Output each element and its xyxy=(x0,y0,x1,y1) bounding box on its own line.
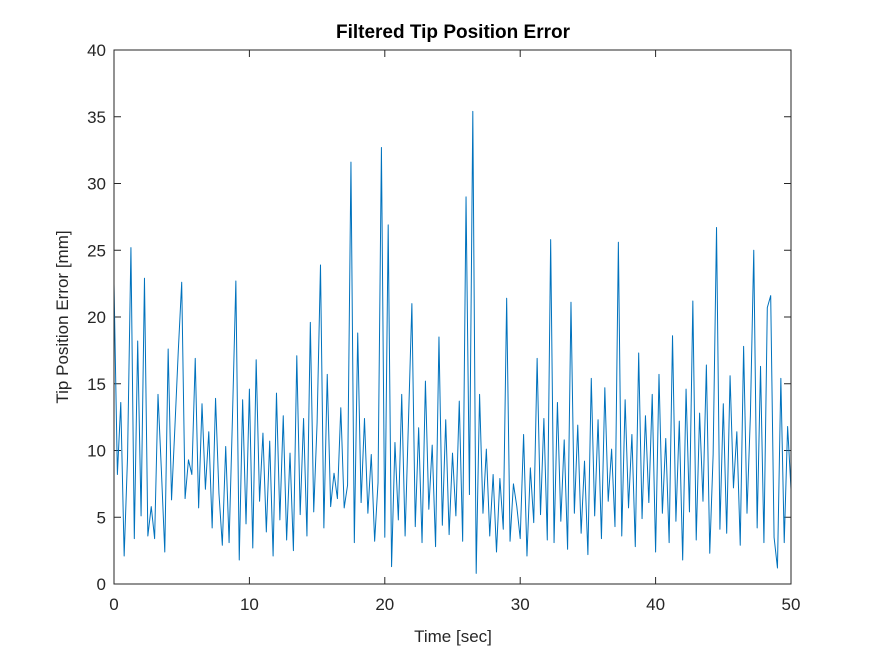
x-tick-label: 10 xyxy=(240,595,259,614)
y-tick-label: 10 xyxy=(87,442,106,461)
plot-frame xyxy=(113,49,792,585)
x-tick-label: 20 xyxy=(375,595,394,614)
data-line xyxy=(113,110,792,574)
y-tick-label: 40 xyxy=(87,41,106,60)
y-tick-label: 20 xyxy=(87,308,106,327)
x-tick-label: 50 xyxy=(782,595,801,614)
chart-title: Filtered Tip Position Error xyxy=(336,22,571,43)
y-axis-label: Tip Position Error [mm] xyxy=(53,230,72,403)
y-tick-label: 5 xyxy=(97,508,106,527)
x-tick-label: 0 xyxy=(109,595,118,614)
y-tick-label: 0 xyxy=(97,575,106,594)
x-axis-label: Time [sec] xyxy=(414,627,492,646)
y-tick-label: 15 xyxy=(87,375,106,394)
x-tick-label: 30 xyxy=(511,595,530,614)
y-tick-label: 35 xyxy=(87,108,106,127)
y-tick-label: 30 xyxy=(87,175,106,194)
x-tick-label: 40 xyxy=(646,595,665,614)
y-tick-label: 25 xyxy=(87,241,106,260)
